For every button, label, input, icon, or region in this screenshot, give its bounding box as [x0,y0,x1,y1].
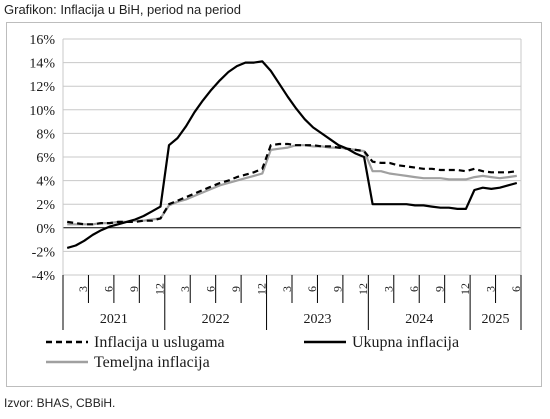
month-tick-label: 12 [153,283,167,295]
month-tick-label: 9 [331,286,345,292]
y-tick-label: 12% [29,80,55,95]
y-tick-label: 8% [36,127,55,142]
legend-label: Temeljna inflacija [94,354,210,371]
y-tick-label: -4% [32,269,56,284]
x-axis: 2021 2022 2023 2024 2025 3 6 9 12 3 6 9 12 3 6 9 12 3 6 9 12… [62,275,523,330]
month-tick-label: 3 [76,286,90,292]
month-tick-label: 12 [458,283,472,295]
year-label: 2024 [405,312,433,327]
month-tick-label: 3 [483,286,497,292]
month-tick-label: 9 [229,286,243,292]
source-note: Izvor: BHAS, CBBiH. [4,396,116,410]
month-tick-label: 9 [432,286,446,292]
year-label: 2023 [303,312,331,327]
line-chart: 16%14%12%10%8%6%4%2%0%-2%-4% 2021 2022 202… [29,33,523,371]
y-tick-label: 10% [29,104,55,119]
month-tick-label: 9 [127,286,141,292]
y-tick-label: 4% [36,175,55,190]
y-tick-label: 6% [36,151,55,166]
month-tick-label: 3 [178,286,192,292]
chart-frame [6,22,542,387]
series-line-ukupna-inflacija [66,60,518,249]
legend: Inflacija u uslugama Ukupna inflacija Teme… [46,334,459,371]
y-tick-label: 0% [36,222,55,237]
chart-title: Grafikon: Inflacija u BiH, period na per… [4,2,242,17]
y-tick-label: 14% [29,57,55,72]
y-tick-labels: 16% 14% 12% 10% 8% 6% 4% 2% 0% -2% -4% [29,33,55,284]
series-line-inflacija-u-uslugama [67,142,517,226]
year-label: 2025 [482,312,510,327]
y-tick-label: -2% [32,245,56,260]
y-tick-label: 16% [29,33,55,48]
month-tick-label: 3 [382,286,396,292]
month-tick-label: 12 [254,283,268,295]
series-lines [66,60,518,249]
month-tick-label: 6 [102,286,116,292]
month-tick-label: 6 [203,286,217,292]
year-label: 2021 [100,312,128,327]
year-label: 2022 [202,312,230,327]
month-tick-label: 3 [280,286,294,292]
month-tick-label: 6 [305,286,319,292]
y-tick-label: 2% [36,198,55,213]
month-tick-label: 12 [356,283,370,295]
grid-lines [62,38,522,276]
legend-label: Inflacija u uslugama [94,334,225,351]
month-tick-label: 6 [407,286,421,292]
month-tick-label: 6 [509,286,523,292]
legend-label: Ukupna inflacija [352,334,459,351]
